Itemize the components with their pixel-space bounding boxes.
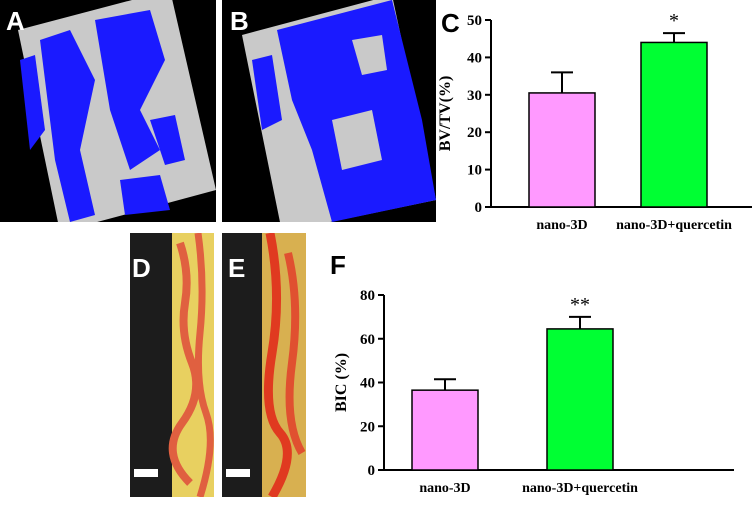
significance-marker: *	[669, 10, 679, 32]
y-tick-label: 80	[360, 288, 375, 304]
y-tick-label: 40	[360, 376, 375, 392]
y-tick-label: 40	[467, 50, 482, 66]
y-tick-label: 10	[467, 163, 482, 179]
bar	[640, 41, 708, 208]
scale-bar-e	[226, 469, 250, 477]
bar-chart-c: 0 10 20 30 40 50 BV/TV(%) nano-3D * nano-3D+querc…	[437, 10, 752, 232]
y-tick-label: 0	[475, 200, 483, 216]
histology-image-e: E	[222, 233, 306, 497]
panel-label-e: E	[228, 253, 246, 283]
panel-label-b: B	[230, 6, 249, 36]
x-tick-label: nano-3D	[536, 218, 587, 232]
micro-ct-image-b: B	[222, 0, 436, 222]
panel-label-c: C	[441, 8, 460, 38]
scale-bar-d	[134, 469, 158, 477]
y-axis-label: BV/TV(%)	[437, 76, 454, 152]
y-axis-label: BIC (%)	[333, 353, 350, 412]
significance-marker: **	[570, 294, 590, 316]
panel-label-f: F	[330, 250, 346, 280]
y-tick-label: 60	[360, 332, 375, 348]
micro-ct-image-a: A	[0, 0, 216, 222]
y-tick-label: 50	[467, 13, 482, 29]
bar	[411, 389, 479, 471]
bar	[528, 92, 596, 208]
bar	[546, 328, 614, 471]
x-tick-label: nano-3D+quercetin	[616, 218, 732, 232]
y-tick-label: 30	[467, 88, 482, 104]
y-tick-label: 20	[360, 419, 375, 435]
panel-label-d: D	[132, 253, 151, 283]
panel-label-a: A	[6, 6, 25, 36]
x-tick-label: nano-3D	[419, 481, 470, 496]
y-tick-label: 0	[368, 463, 376, 479]
histology-image-d: D	[130, 233, 214, 497]
x-tick-label: nano-3D+quercetin	[522, 481, 638, 496]
y-tick-label: 20	[467, 125, 482, 141]
bar-chart-f: 0 20 40 60 80 BIC (%) nano-3D ** nano-3D+quercet…	[333, 288, 734, 496]
